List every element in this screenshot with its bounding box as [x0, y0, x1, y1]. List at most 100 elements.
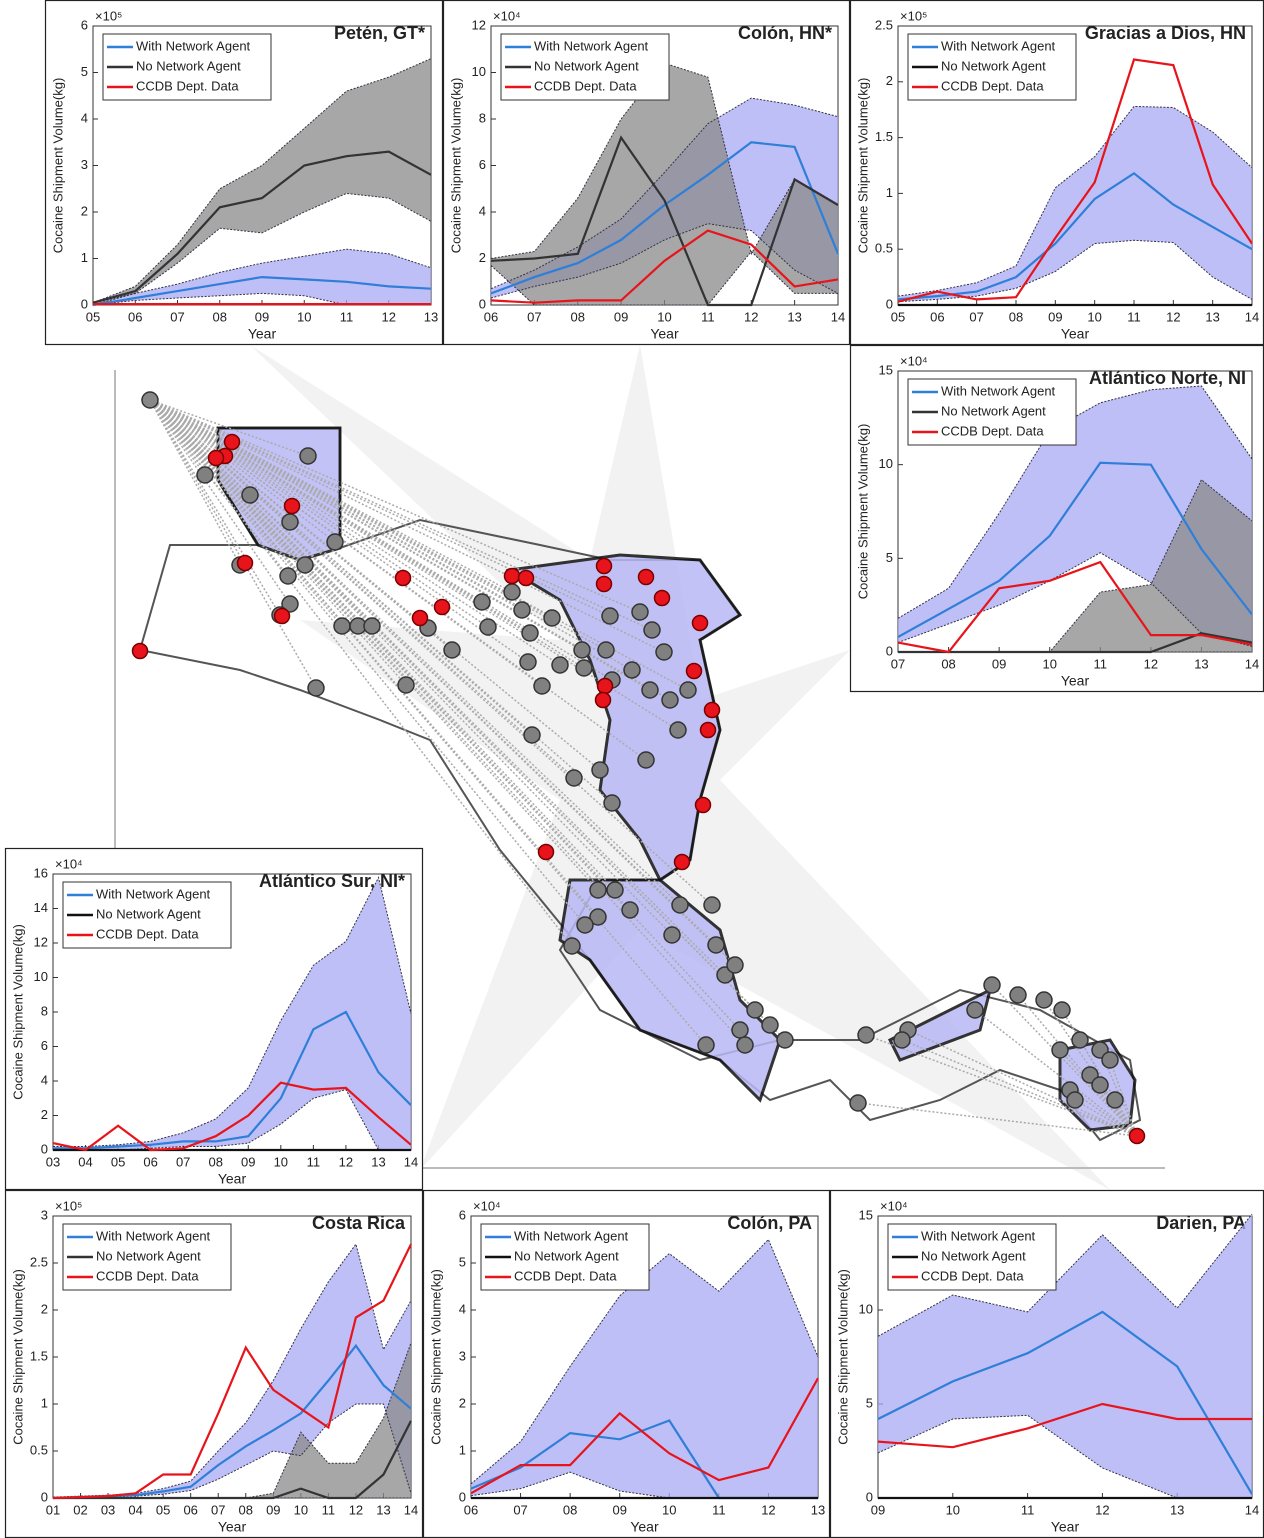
- legend-label: With Network Agent: [96, 1228, 211, 1243]
- node: [503, 583, 521, 601]
- x-tick-label: 04: [128, 1502, 142, 1517]
- y-exponent: ×10⁵: [95, 8, 122, 23]
- node: [1106, 1091, 1124, 1109]
- node: [279, 567, 297, 585]
- x-tick-label: 10: [657, 309, 671, 324]
- legend-label: With Network Agent: [941, 38, 1056, 53]
- node: [697, 1036, 715, 1054]
- route-line: [149, 399, 291, 605]
- y-axis-label: Cocaine Shipment Volume(kg): [855, 78, 870, 254]
- legend-label: No Network Agent: [514, 1248, 619, 1263]
- x-tick-label: 07: [170, 309, 184, 324]
- y-tick-label: 1: [41, 1395, 48, 1410]
- x-axis-label: Year: [630, 1519, 659, 1535]
- node-red: [594, 691, 612, 709]
- x-tick-label: 13: [787, 309, 801, 324]
- map-dots: [131, 391, 1146, 1145]
- x-tick-label: 06: [464, 1502, 478, 1517]
- y-tick-label: 3: [81, 157, 88, 172]
- node: [523, 726, 541, 744]
- x-tick-label: 12: [761, 1502, 775, 1517]
- x-tick-label: 10: [662, 1502, 676, 1517]
- node-red: [694, 796, 712, 814]
- x-tick-label: 09: [614, 309, 628, 324]
- x-axis-label: Year: [218, 1519, 247, 1535]
- node: [307, 679, 325, 697]
- node: [761, 1016, 779, 1034]
- legend-label: No Network Agent: [96, 1248, 201, 1263]
- node-red: [394, 569, 412, 587]
- node: [443, 641, 461, 659]
- band-edge: [897, 239, 1253, 303]
- y-exponent: ×10⁴: [493, 8, 521, 23]
- y-tick-label: 1: [81, 250, 88, 265]
- chart-panel: Costa Rica ×10⁵ Year Cocaine Shipment Volum…: [4, 1189, 424, 1538]
- node: [1053, 1001, 1071, 1019]
- route-line: [857, 1102, 1138, 1137]
- node: [641, 681, 659, 699]
- y-axis-label: Cocaine Shipment Volume(kg): [835, 1269, 850, 1445]
- x-tick-label: 09: [1048, 309, 1062, 324]
- chart-panel: Gracias a Dios, HN ×10⁵ Year Cocaine Shipme…: [849, 0, 1264, 346]
- x-tick-label: 14: [1245, 1502, 1259, 1517]
- route-line: [149, 399, 529, 663]
- x-tick-label: 13: [811, 1502, 825, 1517]
- band: [878, 1214, 1252, 1498]
- route-line: [149, 399, 241, 566]
- node: [576, 916, 594, 934]
- x-tick-label: 13: [1170, 1502, 1184, 1517]
- x-axis-label: Year: [1061, 673, 1090, 689]
- node: [983, 976, 1001, 994]
- y-tick-label: 1: [459, 1442, 466, 1457]
- series-line: [897, 171, 1253, 301]
- node: [589, 908, 607, 926]
- y-tick-label: 4: [459, 1301, 466, 1316]
- node-red: [207, 449, 225, 467]
- series-line: [92, 150, 432, 304]
- x-tick-label: 07: [211, 1502, 225, 1517]
- node: [591, 761, 609, 779]
- band-edge: [92, 58, 432, 304]
- chart-title: Atlántico Sur, NI*: [259, 871, 405, 891]
- band: [53, 1244, 411, 1498]
- node-red: [517, 569, 535, 587]
- node: [397, 676, 415, 694]
- node-red: [595, 575, 613, 593]
- x-axis-label: Year: [1051, 1519, 1080, 1535]
- node: [1071, 1031, 1089, 1049]
- x-tick-label: 05: [86, 309, 100, 324]
- series-line: [52, 1081, 412, 1152]
- node: [563, 937, 581, 955]
- route-line: [149, 399, 575, 779]
- x-axis-label: Year: [650, 326, 679, 342]
- x-tick-label: 13: [376, 1502, 390, 1517]
- route-line: [1099, 1084, 1138, 1137]
- x-tick-label: 14: [404, 1502, 418, 1517]
- series-line: [877, 1402, 1252, 1449]
- x-tick-label: 08: [563, 1502, 577, 1517]
- origin-node: [141, 391, 159, 409]
- legend-label: No Network Agent: [921, 1248, 1026, 1263]
- series-line: [490, 141, 840, 295]
- x-tick-label: 10: [1087, 309, 1101, 324]
- node: [281, 513, 299, 531]
- node: [623, 661, 641, 679]
- route-line: [149, 399, 561, 666]
- node: [589, 881, 607, 899]
- y-tick-label: 2.5: [30, 1254, 48, 1269]
- legend-label: CCDB Dept. Data: [96, 1268, 199, 1283]
- x-tick-label: 08: [239, 1502, 253, 1517]
- route-line: [149, 399, 206, 476]
- y-axis-label: Cocaine Shipment Volume(kg): [428, 1269, 443, 1445]
- series-line: [490, 135, 839, 307]
- x-tick-label: 11: [307, 1154, 321, 1169]
- chart-panel: Colón, PA ×10⁴ Year Cocaine Shipment Volume…: [422, 1189, 831, 1538]
- y-tick-label: 0: [479, 296, 486, 311]
- x-axis-label: Year: [248, 326, 277, 342]
- node-red: [236, 554, 254, 572]
- x-tick-label: 12: [382, 309, 396, 324]
- band-edge: [897, 552, 1253, 647]
- x-tick-label: 07: [969, 309, 983, 324]
- node: [241, 486, 259, 504]
- y-tick-label: 0: [459, 1489, 466, 1504]
